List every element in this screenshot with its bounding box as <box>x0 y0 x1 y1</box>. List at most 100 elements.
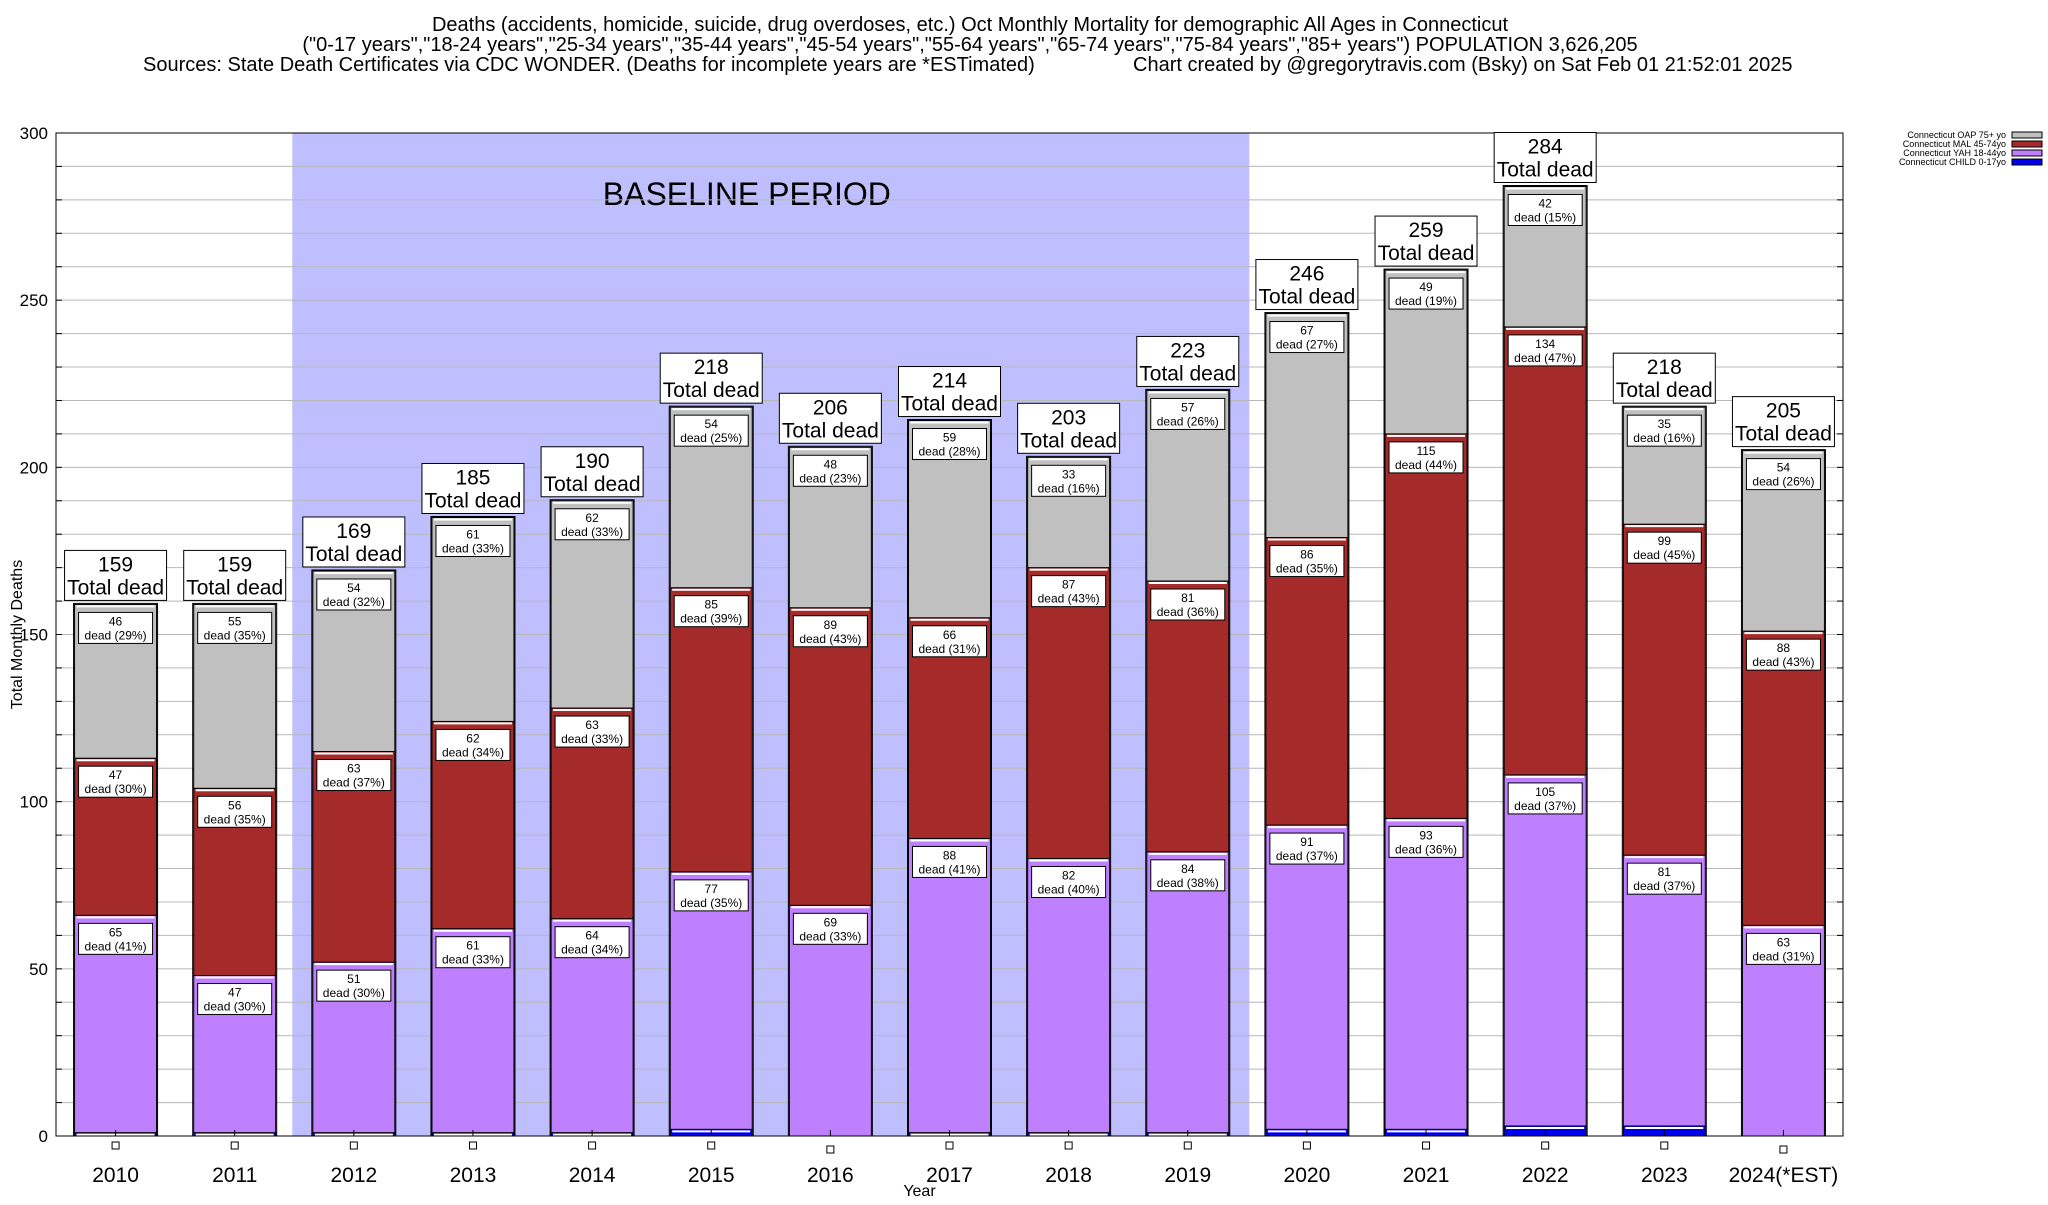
segment-value-label: 62 <box>585 511 599 525</box>
segment-value-label: 47 <box>228 986 242 1000</box>
x-point-marker <box>588 1141 597 1150</box>
segment-value-label: 69 <box>824 915 838 929</box>
segment-value-label: 87 <box>1062 578 1076 592</box>
segment-label-box <box>435 728 511 761</box>
bar-segment <box>1741 630 1825 926</box>
segment-value-label: 105 <box>1535 785 1555 799</box>
total-value-label: 159 <box>98 553 133 576</box>
segment-label-box <box>1269 545 1345 578</box>
total-label-box <box>659 352 763 404</box>
segment-label-box <box>554 715 630 748</box>
x-tick-label: 2010 <box>92 1164 139 1187</box>
segment-percent-label: dead (33%) <box>442 953 504 967</box>
legend-label: Connecticut YAH 18-44yo <box>1903 148 2006 158</box>
total-suffix-label: Total dead <box>1735 423 1832 446</box>
segment-percent-label: dead (33%) <box>561 732 623 746</box>
segment-percent-label: dead (31%) <box>918 642 980 656</box>
segment-value-label: 61 <box>466 939 480 953</box>
x-point-marker <box>1302 1141 1311 1150</box>
total-value-label: 205 <box>1766 400 1801 423</box>
legend-label: Connecticut MAL 45-74yo <box>1903 139 2006 149</box>
segment-label-box <box>1745 932 1821 965</box>
segment-value-label: 61 <box>466 527 480 541</box>
bar-segment <box>1503 774 1587 1127</box>
x-tick-label: 2022 <box>1522 1164 1569 1187</box>
bar-segment <box>1622 523 1706 856</box>
y-tick-label: 0 <box>39 1127 48 1146</box>
segment-label-box <box>792 454 868 487</box>
segment-percent-label: dead (41%) <box>85 939 147 953</box>
total-suffix-label: Total dead <box>186 576 283 599</box>
segment-value-label: 65 <box>109 925 123 939</box>
total-value-label: 214 <box>932 370 967 393</box>
total-value-label: 159 <box>217 553 252 576</box>
bar-segment <box>669 871 753 1130</box>
bar-segment <box>1265 824 1349 1130</box>
segment-percent-label: dead (23%) <box>799 471 861 485</box>
segment-value-label: 55 <box>228 614 242 628</box>
legend-swatch <box>2011 149 2043 157</box>
segment-value-label: 59 <box>943 431 957 445</box>
segment-label-box <box>1626 531 1702 564</box>
segment-percent-label: dead (26%) <box>1752 475 1814 489</box>
segment-value-label: 81 <box>1181 591 1195 605</box>
segment-value-label: 35 <box>1658 417 1672 431</box>
segment-percent-label: dead (40%) <box>1038 883 1100 897</box>
segment-value-label: 64 <box>585 929 599 943</box>
total-value-label: 246 <box>1289 263 1324 286</box>
legend-label: Connecticut CHILD 0-17yo <box>1899 157 2006 167</box>
total-label-box <box>1493 131 1597 183</box>
segment-percent-label: dead (35%) <box>204 812 266 826</box>
segment-label-box <box>1031 866 1107 899</box>
total-suffix-label: Total dead <box>425 489 522 512</box>
total-label-box <box>1255 259 1359 311</box>
segment-value-label: 77 <box>705 882 719 896</box>
segment-label-box <box>316 969 392 1002</box>
segment-percent-label: dead (32%) <box>323 595 385 609</box>
total-suffix-label: Total dead <box>544 473 641 496</box>
segment-percent-label: dead (43%) <box>1038 592 1100 606</box>
segment-label-box <box>554 926 630 959</box>
segment-value-label: 99 <box>1658 534 1672 548</box>
x-tick-label: 2011 <box>212 1164 257 1187</box>
segment-percent-label: dead (33%) <box>442 541 504 555</box>
segment-percent-label: dead (43%) <box>799 632 861 646</box>
segment-percent-label: dead (36%) <box>1157 605 1219 619</box>
segment-label-box <box>673 879 749 912</box>
x-point-marker <box>468 1141 477 1150</box>
y-axis-title: Total Monthly Deaths <box>9 560 26 709</box>
segment-value-label: 82 <box>1062 869 1076 883</box>
legend-swatch <box>2011 131 2043 139</box>
segment-value-label: 85 <box>705 598 719 612</box>
total-suffix-label: Total dead <box>1139 362 1236 385</box>
segment-label-box <box>1745 458 1821 491</box>
x-tick-label: 2021 <box>1403 1164 1450 1187</box>
segment-label-box <box>912 845 987 878</box>
segment-value-label: 46 <box>109 614 123 628</box>
total-label-box <box>1731 396 1835 448</box>
legend-swatch <box>2011 140 2043 148</box>
segment-label-box <box>1269 832 1345 865</box>
segment-label-box <box>673 414 749 447</box>
baseline-label: BASELINE PERIOD <box>603 176 891 212</box>
total-label-box <box>1136 335 1240 387</box>
segment-percent-label: dead (37%) <box>323 776 385 790</box>
segment-label-box <box>1150 859 1226 892</box>
chart-title-line1: Deaths (accidents, homicide, suicide, dr… <box>432 14 1508 36</box>
total-suffix-label: Total dead <box>663 379 760 402</box>
segment-label-box <box>78 922 154 955</box>
bar-segment <box>1146 580 1230 853</box>
segment-label-box <box>1031 575 1107 608</box>
segment-label-box <box>1507 782 1583 815</box>
segment-value-label: 48 <box>824 457 838 471</box>
segment-value-label: 47 <box>109 768 123 782</box>
segment-value-label: 88 <box>943 848 957 862</box>
segment-label-box <box>435 524 511 557</box>
segment-label-box <box>1388 825 1464 858</box>
y-tick-label: 250 <box>20 291 48 310</box>
segment-percent-label: dead (19%) <box>1395 294 1457 308</box>
segment-label-box <box>1626 862 1702 895</box>
segment-percent-label: dead (45%) <box>1633 548 1695 562</box>
segment-percent-label: dead (35%) <box>680 896 742 910</box>
